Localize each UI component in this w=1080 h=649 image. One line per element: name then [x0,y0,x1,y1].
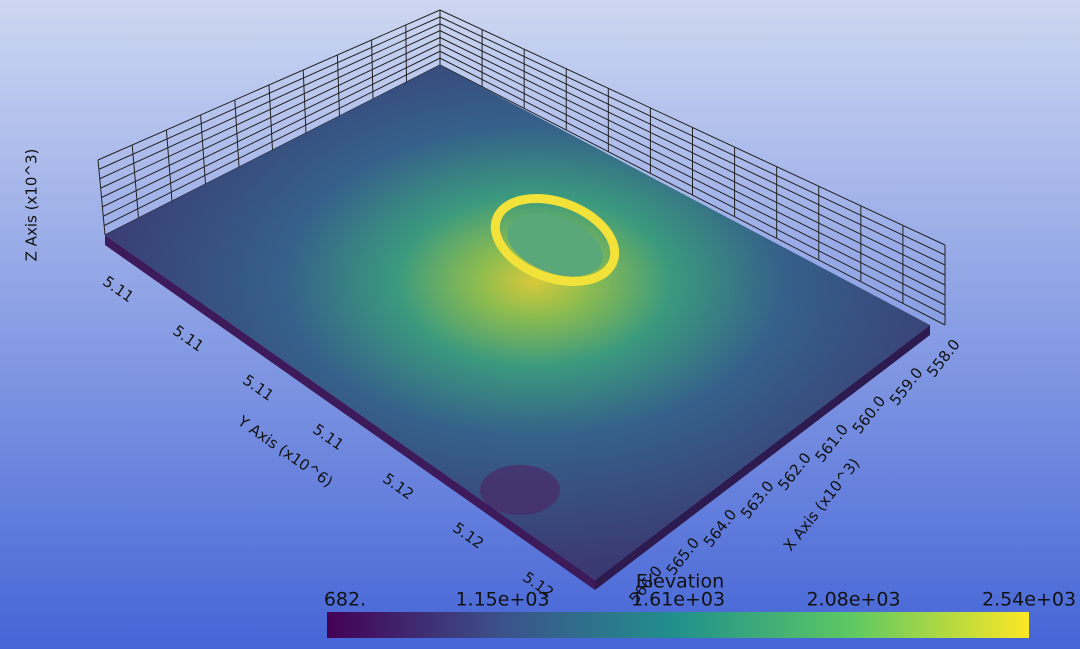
crater [507,213,603,277]
wall-line [439,16,946,256]
wall-line [439,23,946,266]
colorbar-tick-label: 2.08e+03 [806,589,900,611]
z-axis-label: Z Axis (x10^3) [23,149,41,262]
wall-line [439,64,946,326]
wall-line [100,30,441,189]
wall-line [439,30,946,276]
wall-line [103,57,441,227]
wall-line [97,9,441,161]
crater-rim [490,193,620,287]
wall-line [99,23,441,180]
terrain-surface [105,65,930,580]
wall-line [98,16,441,170]
wall-line [439,9,946,246]
wall-line [439,43,946,296]
colorbar [327,612,1029,638]
colorbar-tick-label: 682. [324,589,366,611]
colorbar-tick-label: 1.61e+03 [631,589,725,611]
colorbar-title: Elevation [636,571,724,593]
valley [480,465,560,515]
wall-line [439,50,946,306]
wall-line [439,57,946,316]
colorbar-tick-label: 2.54e+03 [982,589,1076,611]
wall-line [101,37,441,198]
colorbar-tick-label: 1.15e+03 [455,589,549,611]
wall-line [103,50,441,217]
axes-grid [97,9,946,326]
wall-line [439,37,946,286]
wall-line [102,43,441,208]
terrain-side [105,235,595,590]
terrain-side [595,325,930,590]
